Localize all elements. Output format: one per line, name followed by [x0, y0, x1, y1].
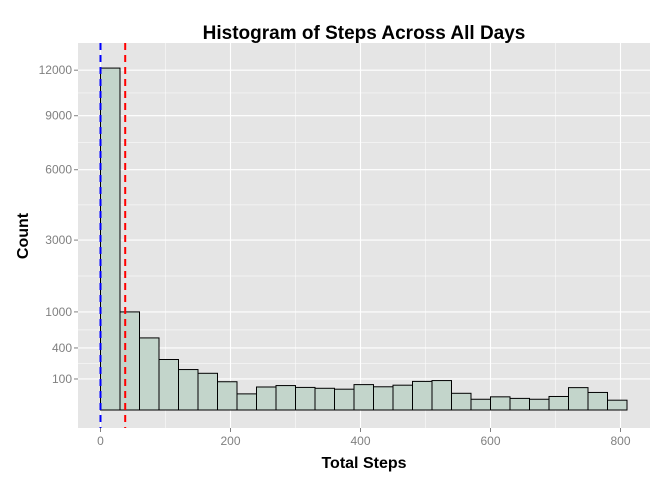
reference-lines: [99, 43, 127, 428]
histogram-bar: [178, 369, 199, 411]
y-axis-title: Count: [15, 212, 32, 259]
histogram-bar: [139, 337, 160, 411]
grid-lines: [78, 43, 650, 428]
histogram-bar: [119, 311, 140, 411]
histogram-bar: [548, 395, 569, 411]
histogram-bar: [217, 381, 238, 411]
histogram-bar: [568, 387, 589, 411]
histogram-bar: [529, 398, 550, 411]
histogram-bar: [197, 372, 218, 411]
histogram-bar: [334, 388, 355, 411]
x-tick-label: 0: [97, 434, 104, 448]
x-tick-label: 400: [350, 434, 370, 448]
y-tick-label: 6000: [45, 163, 72, 177]
histogram-bar: [431, 380, 452, 411]
chart-title: Histogram of Steps Across All Days: [203, 23, 526, 44]
histogram-bar: [470, 398, 491, 411]
histogram-bar: [392, 384, 413, 411]
y-tick-label: 9000: [45, 109, 72, 123]
histogram-bar: [295, 386, 316, 411]
histogram-bar: [158, 359, 179, 411]
histogram-bar: [314, 387, 335, 411]
histogram-bar: [373, 386, 394, 411]
histogram-bar: [607, 399, 628, 411]
histogram-bar: [490, 396, 511, 411]
x-tick-label: 200: [220, 434, 240, 448]
x-tick-label: 600: [480, 434, 500, 448]
y-tick-label: 100: [52, 372, 72, 386]
histogram-bar: [353, 384, 374, 411]
y-tick-label: 400: [52, 341, 72, 355]
histogram-bar: [412, 380, 433, 411]
y-axis-ticks: 100 400 1000 3000 6000 9000 12000: [39, 63, 78, 386]
x-tick-label: 800: [610, 434, 630, 448]
histogram-bar: [451, 392, 472, 411]
histogram-bar: [275, 385, 296, 411]
histogram-bar: [236, 393, 257, 411]
x-axis-title: Total Steps: [321, 455, 406, 472]
y-tick-label: 1000: [45, 305, 72, 319]
histogram-bar: [100, 67, 121, 411]
histogram-bar: [509, 397, 530, 411]
histogram-bars: [100, 67, 628, 411]
histogram-bar: [587, 391, 608, 411]
y-tick-label: 12000: [39, 63, 73, 77]
y-tick-label: 3000: [45, 233, 72, 247]
histogram-bar: [256, 386, 277, 411]
x-axis-ticks: 0 200 400 600 800: [97, 428, 631, 448]
